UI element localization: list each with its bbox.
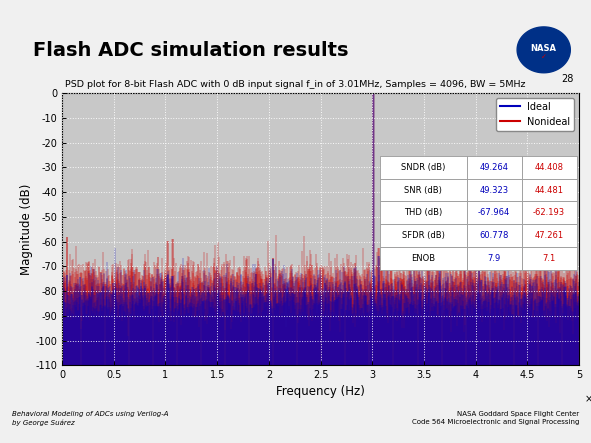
FancyBboxPatch shape (380, 155, 466, 179)
FancyBboxPatch shape (380, 179, 466, 202)
Text: 44.408: 44.408 (535, 163, 564, 171)
Legend: Ideal, Nonideal: Ideal, Nonideal (496, 98, 574, 131)
Text: 28: 28 (561, 74, 573, 84)
FancyBboxPatch shape (466, 224, 522, 247)
FancyBboxPatch shape (522, 247, 577, 270)
FancyBboxPatch shape (522, 155, 577, 179)
Text: THD (dB): THD (dB) (404, 208, 443, 218)
Text: NASA Goddard Space Flight Center
Code 564 Microelectronic and Signal Processing: NASA Goddard Space Flight Center Code 56… (412, 411, 579, 425)
FancyBboxPatch shape (522, 202, 577, 224)
FancyBboxPatch shape (466, 155, 522, 179)
Text: SNDR (dB): SNDR (dB) (401, 163, 446, 171)
Text: SFDR (dB): SFDR (dB) (402, 231, 445, 240)
FancyBboxPatch shape (466, 179, 522, 202)
Polygon shape (517, 27, 570, 73)
Text: ✓: ✓ (541, 54, 547, 61)
Text: 44.481: 44.481 (535, 186, 564, 194)
Text: Behavioral Modeling of ADCs using Verilog-A
by George Suárez: Behavioral Modeling of ADCs using Verilo… (12, 411, 168, 426)
Text: $\times 10^5$: $\times 10^5$ (584, 391, 591, 405)
Text: -67.964: -67.964 (478, 208, 510, 218)
Text: SNR (dB): SNR (dB) (404, 186, 442, 194)
Text: 49.264: 49.264 (479, 163, 509, 171)
Y-axis label: Magnitude (dB): Magnitude (dB) (20, 183, 33, 275)
Text: 47.261: 47.261 (534, 231, 564, 240)
FancyBboxPatch shape (380, 224, 466, 247)
FancyBboxPatch shape (380, 247, 466, 270)
Text: 7.1: 7.1 (543, 254, 556, 263)
Text: 7.9: 7.9 (488, 254, 501, 263)
Text: 60.778: 60.778 (479, 231, 509, 240)
FancyBboxPatch shape (466, 247, 522, 270)
Text: -62.193: -62.193 (533, 208, 565, 218)
FancyBboxPatch shape (522, 224, 577, 247)
FancyBboxPatch shape (522, 179, 577, 202)
Text: NASA: NASA (531, 44, 557, 53)
Text: 49.323: 49.323 (479, 186, 509, 194)
Text: Flash ADC simulation results: Flash ADC simulation results (33, 41, 348, 59)
Text: PSD plot for 8-bit Flash ADC with 0 dB input signal f_in of 3.01MHz, Samples = 4: PSD plot for 8-bit Flash ADC with 0 dB i… (65, 80, 526, 89)
Text: ENOB: ENOB (411, 254, 436, 263)
FancyBboxPatch shape (466, 202, 522, 224)
X-axis label: Frequency (Hz): Frequency (Hz) (276, 385, 365, 397)
FancyBboxPatch shape (380, 202, 466, 224)
